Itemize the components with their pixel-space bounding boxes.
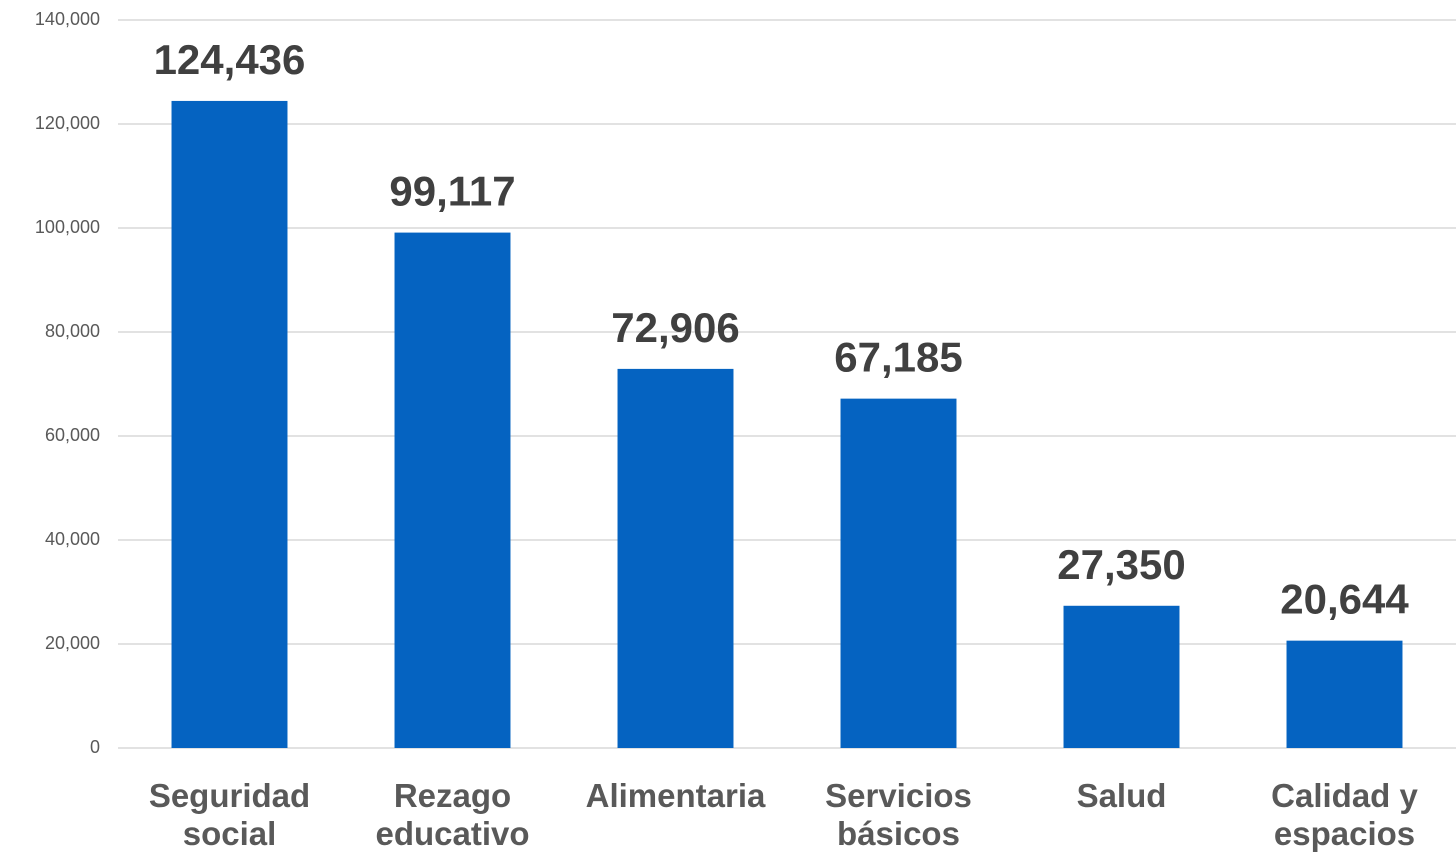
value-label: 27,350 bbox=[1057, 541, 1185, 588]
y-tick-label: 120,000 bbox=[35, 113, 100, 133]
bar bbox=[1063, 605, 1180, 748]
value-label: 99,117 bbox=[389, 168, 515, 215]
y-tick-label: 20,000 bbox=[45, 633, 100, 653]
y-tick-label: 40,000 bbox=[45, 529, 100, 549]
y-tick-label: 100,000 bbox=[35, 217, 100, 237]
x-tick-label: Salud bbox=[1076, 777, 1167, 814]
y-tick-label: 140,000 bbox=[35, 9, 100, 29]
bar bbox=[394, 232, 511, 748]
value-label: 72,906 bbox=[611, 304, 739, 351]
value-label: 124,436 bbox=[154, 36, 306, 83]
y-tick-label: 80,000 bbox=[45, 321, 100, 341]
value-label: 67,185 bbox=[834, 334, 962, 381]
x-tick-label: Servicios básicos bbox=[825, 777, 972, 852]
value-label: 20,644 bbox=[1280, 576, 1409, 623]
y-tick-label: 60,000 bbox=[45, 425, 100, 445]
x-tick-label: Rezago educativo bbox=[375, 777, 530, 852]
bar bbox=[840, 398, 957, 748]
bar bbox=[617, 368, 734, 748]
bar bbox=[1286, 640, 1403, 748]
x-tick-label: Calidad y espacios bbox=[1271, 777, 1418, 852]
x-tick-label: Alimentaria bbox=[585, 777, 766, 814]
bar bbox=[171, 100, 288, 748]
x-tick-label: Seguridad social bbox=[148, 777, 311, 852]
y-tick-label: 0 bbox=[90, 737, 100, 757]
